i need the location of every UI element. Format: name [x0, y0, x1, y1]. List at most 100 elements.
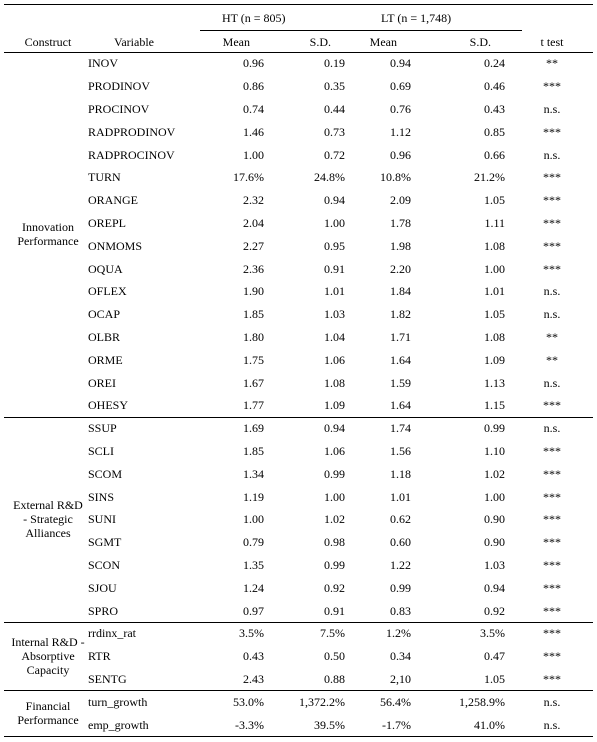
value: 1.00: [243, 512, 264, 527]
t-test: ***: [543, 626, 561, 641]
value: 0.90: [484, 512, 505, 527]
value: 1.34: [243, 466, 264, 481]
value: 1.00: [484, 489, 505, 504]
value: 3.5%: [480, 626, 505, 641]
rule-section: [4, 622, 593, 623]
value: 0.94: [390, 56, 411, 71]
value: 1.08: [484, 330, 505, 344]
t-test: n.s.: [543, 375, 561, 390]
variable: SGMT: [88, 535, 122, 550]
value: 2.36: [243, 261, 264, 276]
value: 0.99: [390, 580, 411, 595]
variable: rrdinx_rat: [88, 626, 136, 641]
value: 0.99: [324, 466, 345, 481]
value: 1.80: [243, 330, 264, 344]
value: 0.98: [324, 535, 345, 550]
t-test: ***: [543, 512, 561, 527]
value: 1.08: [484, 238, 505, 253]
value: 0.34: [390, 649, 411, 664]
variable: emp_growth: [88, 717, 149, 732]
t-test: n.s.: [543, 307, 561, 322]
variable: OCAP: [88, 307, 121, 322]
value: 1.04: [324, 330, 345, 344]
value: 0.19: [324, 56, 345, 71]
value: 1.06: [324, 352, 345, 367]
value: 1.09: [324, 398, 345, 413]
t-test: n.s.: [543, 102, 561, 116]
value: 53.0%: [233, 694, 264, 709]
value: 0.94: [484, 580, 505, 595]
variable: SCOM: [88, 466, 123, 481]
t-test: n.s.: [543, 147, 561, 162]
variable: ONMOMS: [88, 238, 143, 253]
value: 10.8%: [380, 170, 411, 185]
value: 2.04: [243, 216, 264, 230]
variable: SINS: [88, 489, 115, 504]
value: 0.76: [390, 102, 411, 116]
value: 1.02: [484, 466, 505, 481]
value: 0.35: [324, 79, 345, 94]
variable: INOV: [88, 56, 118, 71]
value: 1.71: [390, 330, 411, 344]
value: 0.73: [324, 124, 345, 139]
value: 0.91: [324, 261, 345, 276]
t-test: ***: [543, 603, 561, 618]
value: 0.83: [390, 603, 411, 618]
value: 1.01: [390, 489, 411, 504]
value: 3.5%: [239, 626, 264, 641]
value: 0.85: [484, 124, 505, 139]
t-test: ***: [543, 170, 561, 185]
value: 1.56: [390, 444, 411, 458]
value: 17.6%: [233, 170, 264, 185]
value: 0.94: [324, 421, 345, 436]
value: 0.44: [324, 102, 345, 116]
value: 1.98: [390, 238, 411, 253]
value: 1.69: [243, 421, 264, 436]
t-test: n.s.: [543, 284, 561, 299]
value: 1.78: [390, 216, 411, 230]
variable: SENTG: [88, 672, 127, 686]
rule-section: [4, 736, 593, 737]
value: 1.05: [484, 307, 505, 322]
value: 0.69: [390, 79, 411, 94]
value: 24.8%: [314, 170, 345, 185]
value: 0.60: [390, 535, 411, 550]
construct: External R&D - Strategic Alliances: [13, 498, 83, 541]
value: 56.4%: [380, 694, 411, 709]
value: 1.10: [484, 444, 505, 458]
value: 0.66: [484, 147, 505, 162]
value: 0.46: [484, 79, 505, 94]
value: 2.20: [390, 261, 411, 276]
value: 0.86: [243, 79, 264, 94]
construct: Innovation Performance: [17, 220, 79, 249]
value: 1.13: [484, 375, 505, 390]
variable: TURN: [88, 170, 121, 185]
t-test: n.s.: [543, 421, 561, 436]
t-test: **: [546, 56, 558, 71]
construct: Internal R&D - Absorptive Capacity: [11, 635, 85, 678]
group-header: HT (n = 805): [222, 11, 286, 25]
t-test: n.s.: [543, 694, 561, 709]
value: 1.82: [390, 307, 411, 322]
value: 1.74: [390, 421, 411, 436]
column-header: Mean: [369, 35, 397, 49]
value: 41.0%: [474, 717, 505, 732]
value: 21.2%: [474, 170, 505, 185]
variable: SUNI: [88, 512, 117, 527]
value: 0.72: [324, 147, 345, 162]
value: -1.7%: [382, 717, 411, 732]
rule-section: [4, 417, 593, 418]
t-test: ***: [543, 216, 561, 230]
value: 1.15: [484, 398, 505, 413]
value: 0.96: [390, 147, 411, 162]
t-test: ***: [543, 238, 561, 253]
value: 0.91: [324, 603, 345, 618]
value: 0.79: [243, 535, 264, 550]
value: 1.01: [484, 284, 505, 299]
value: 2,10: [390, 672, 411, 686]
t-test: n.s.: [543, 717, 561, 732]
value: 0.50: [324, 649, 345, 664]
value: 0.96: [243, 56, 264, 71]
value: 0.62: [390, 512, 411, 527]
